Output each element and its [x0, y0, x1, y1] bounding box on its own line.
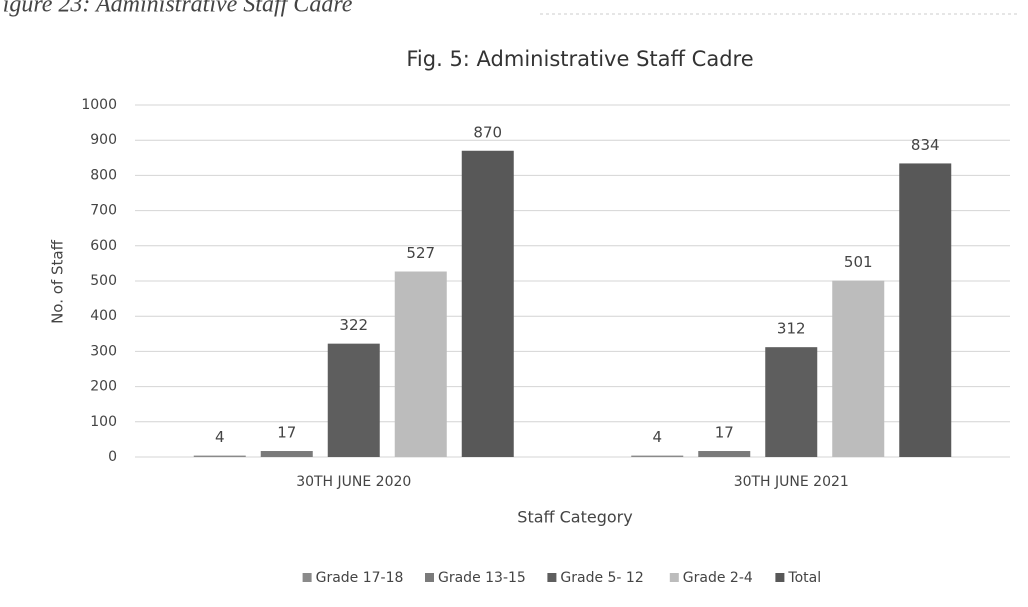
y-tick-label: 200: [90, 379, 117, 395]
x-tick-label: 30TH JUNE 2021: [734, 474, 849, 490]
legend-swatch: [302, 573, 312, 582]
bar: [327, 343, 380, 457]
y-tick-label: 600: [90, 238, 117, 254]
y-tick-label: 900: [90, 132, 117, 148]
bar: [394, 271, 447, 457]
bar: [631, 455, 684, 457]
bar: [193, 455, 246, 457]
legend-label: Total: [787, 570, 821, 586]
y-tick-label: 300: [90, 343, 117, 359]
y-tick-label: 1000: [81, 97, 117, 113]
value-label: 322: [339, 316, 368, 334]
bar: [260, 451, 313, 457]
value-label: 834: [911, 136, 940, 154]
legend-swatch: [775, 573, 785, 582]
value-label: 4: [652, 428, 662, 446]
value-label: 527: [406, 244, 435, 262]
value-label: 870: [473, 123, 502, 141]
legend-swatch: [547, 573, 557, 582]
value-label: 17: [715, 424, 734, 442]
bar: [765, 347, 818, 457]
value-label: 4: [215, 428, 225, 446]
legend-label: Grade 5- 12: [560, 570, 643, 586]
legend-label: Grade 2-4: [683, 570, 753, 586]
y-tick-label: 500: [90, 273, 117, 289]
y-tick-label: 400: [90, 308, 117, 324]
legend-label: Grade 17-18: [316, 570, 404, 586]
y-tick-label: 700: [90, 203, 117, 219]
legend-swatch: [425, 573, 434, 582]
bar: [832, 280, 885, 457]
x-tick-label: 30TH JUNE 2020: [296, 474, 411, 490]
legend-swatch: [669, 573, 679, 582]
bar: [698, 451, 751, 457]
x-axis-title: Staff Category: [517, 508, 632, 527]
legend-label: Grade 13-15: [438, 570, 526, 586]
chart-title: Fig. 5: Administrative Staff Cadre: [406, 47, 753, 71]
value-label: 501: [844, 253, 873, 271]
y-tick-label: 800: [90, 167, 117, 183]
value-label: 312: [777, 320, 806, 338]
figure-heading: Figure 23: Administrative Staff Cadre: [0, 0, 353, 18]
y-axis-title: No. of Staff: [49, 239, 67, 323]
y-tick-label: 100: [90, 414, 117, 430]
bar: [461, 150, 514, 457]
y-tick-label: 0: [108, 449, 117, 465]
value-label: 17: [277, 424, 296, 442]
bar: [899, 163, 952, 457]
